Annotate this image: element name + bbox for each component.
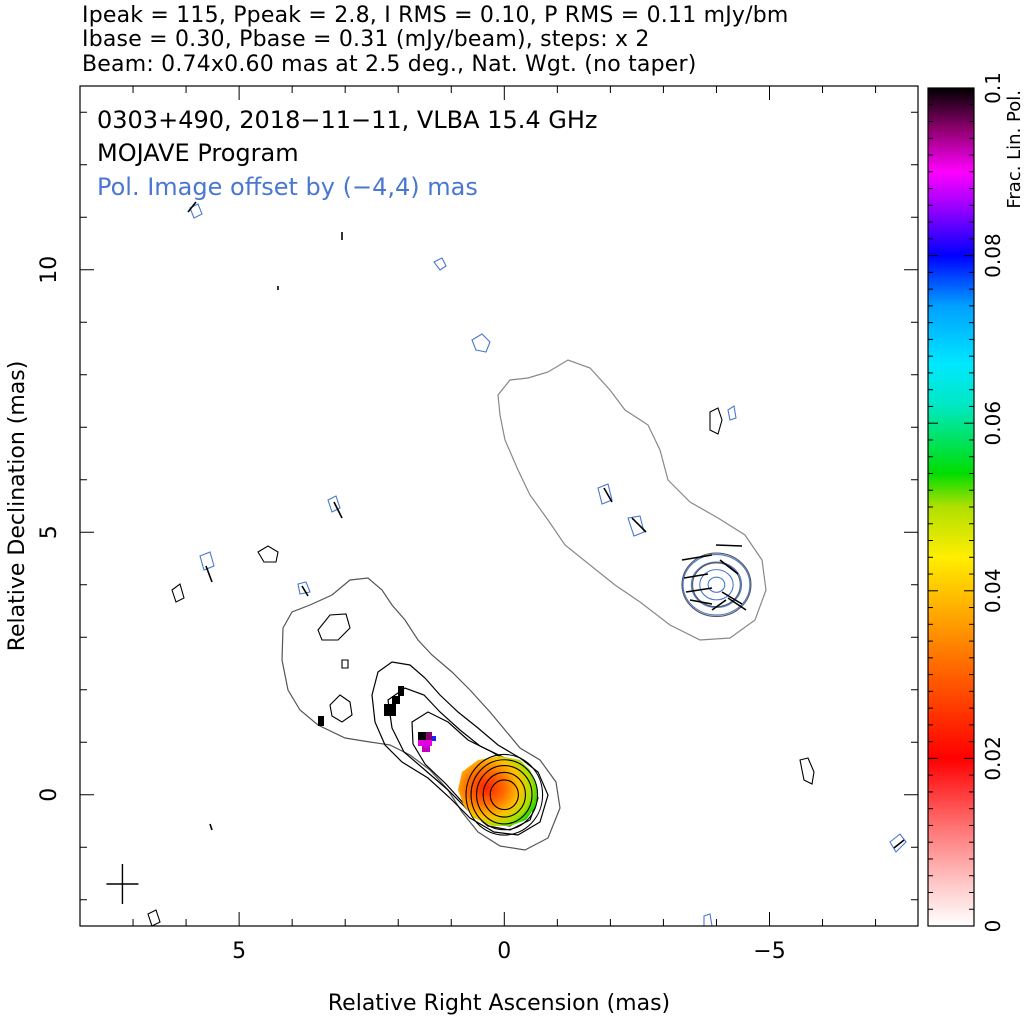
- evpa-vectors: [187, 201, 905, 849]
- plot-title: 0303+490, 2018−11−11, VLBA 15.4 GHz: [97, 106, 598, 134]
- colorbar-tick-label: 0: [981, 920, 1005, 933]
- pol-blob: [703, 913, 713, 926]
- i-knot-contour: [171, 583, 185, 603]
- pol-contour: [699, 569, 734, 601]
- core-contour-rings: [465, 753, 544, 836]
- evpa-tick: [689, 599, 713, 605]
- plot-subtitle: MOJAVE Program: [97, 139, 299, 167]
- pol-pixel: [422, 746, 430, 752]
- evpa-tick: [301, 585, 309, 597]
- pol-blob: [889, 833, 907, 853]
- colorbar-tick-label: 0.02: [981, 736, 1005, 781]
- colorbar-tick-labels: 0 0.02 0.04 0.06 0.08 0.1: [981, 72, 1005, 932]
- pol-pixel: [426, 732, 432, 740]
- axis-ticks: [80, 86, 918, 926]
- core-contour: [465, 753, 544, 836]
- evpa-tick: [719, 559, 739, 575]
- evpa-tick: [721, 591, 743, 605]
- colorbar-label: Frac. Lin. Pol.: [1004, 90, 1025, 209]
- pol-pixel: [384, 704, 396, 716]
- evpa-tick: [631, 517, 647, 533]
- i-outer-contour: [281, 577, 561, 851]
- y-axis-label: Relative Declination (mas): [5, 361, 30, 652]
- pol-blob: [199, 551, 215, 571]
- pol-contour: [690, 561, 743, 608]
- x-tick-label: 0: [497, 939, 511, 964]
- colorbar-ticks: [928, 87, 974, 927]
- offset-i-outline: [497, 359, 767, 641]
- axis-tick-labels: 5 0 −5 0 5 10: [37, 256, 786, 964]
- i-knot-contour: [709, 407, 723, 435]
- header-line-1: Ipeak = 115, Ppeak = 2.8, I RMS = 0.10, …: [82, 3, 789, 28]
- x-tick-label: −5: [753, 939, 785, 964]
- pol-pixel: [392, 696, 400, 704]
- i-knot-contour: [799, 757, 815, 785]
- colorbar-tick-label: 0.04: [981, 569, 1005, 614]
- pol-blob: [627, 515, 645, 537]
- pol-blob: [727, 405, 737, 421]
- colorbar-tick-label: 0.08: [981, 233, 1005, 278]
- pol-pixel: [418, 740, 432, 746]
- y-tick-label: 5: [37, 525, 62, 539]
- stokes-i-contours: [147, 407, 815, 926]
- i-knot-contour: [147, 909, 161, 926]
- x-tick-label: 5: [232, 939, 246, 964]
- evpa-tick: [893, 839, 905, 849]
- pol-blob: [327, 495, 341, 513]
- y-tick-label: 0: [37, 788, 62, 802]
- evpa-tick: [685, 587, 713, 593]
- pol-pixel: [432, 736, 436, 741]
- pol-blob: [189, 203, 203, 219]
- evpa-tick: [727, 597, 747, 611]
- i-contour-3: [387, 687, 539, 831]
- pol-pixel: [398, 686, 404, 696]
- colorbar-tick-label: 0.1: [981, 72, 1005, 104]
- header-line-3: Beam: 0.74x0.60 mas at 2.5 deg., Nat. Wg…: [82, 52, 697, 77]
- pol-blob: [433, 257, 447, 271]
- pol-offset-annotation: Pol. Image offset by (−4,4) mas: [97, 173, 478, 201]
- offset-i-contour: [681, 552, 752, 618]
- plot-frame: [79, 85, 919, 927]
- i-knot-contour: [341, 659, 349, 669]
- beam-cross: [106, 864, 139, 904]
- pol-blob: [471, 333, 491, 353]
- y-tick-label: 10: [37, 256, 62, 284]
- pol-blob: [297, 581, 311, 595]
- i-knot-contour: [329, 694, 353, 723]
- evpa-tick: [187, 201, 197, 213]
- i-contour-2: [371, 661, 549, 836]
- core-contour: [489, 779, 519, 811]
- evpa-tick: [205, 565, 213, 583]
- pol-contour: [707, 576, 726, 593]
- pol-blob: [597, 483, 613, 505]
- offset-polarization-image: [189, 203, 907, 926]
- x-axis-label: Relative Right Ascension (mas): [328, 991, 670, 1016]
- colorbar-tick-label: 0.06: [981, 401, 1005, 446]
- evpa-tick: [333, 501, 343, 519]
- evpa-tick: [209, 823, 213, 831]
- core-contour: [470, 759, 539, 831]
- pol-contour: [682, 553, 751, 616]
- evpa-tick: [603, 487, 613, 503]
- evpa-tick: [715, 544, 743, 547]
- i-knot-contour: [317, 613, 351, 641]
- evpa-tick: [711, 599, 727, 611]
- header-line-2: Ibase = 0.30, Pbase = 0.31 (mJy/beam), s…: [82, 27, 650, 52]
- pol-pixel: [418, 732, 426, 740]
- evpa-tick: [681, 554, 713, 561]
- core-contour: [482, 771, 527, 818]
- i-knot-contour: [257, 545, 279, 563]
- pol-pixel: [318, 716, 324, 726]
- colorbar: [927, 87, 975, 927]
- core-contour: [476, 765, 533, 825]
- evpa-tick: [683, 573, 709, 579]
